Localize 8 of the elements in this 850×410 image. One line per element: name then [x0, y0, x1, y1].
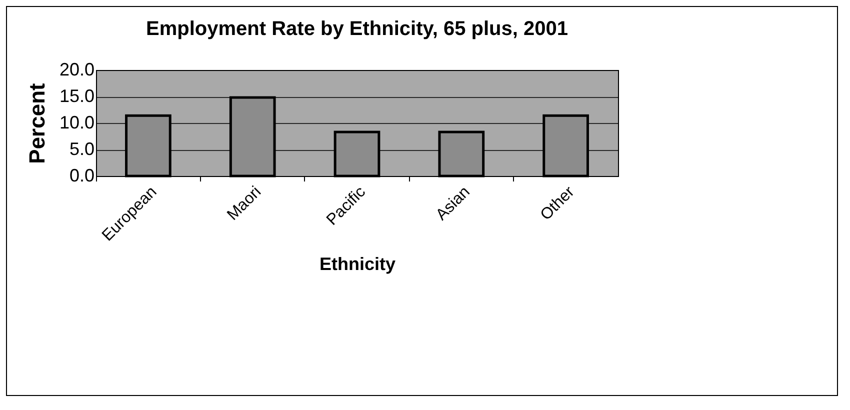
y-tick-label: 10.0 — [59, 112, 94, 132]
y-axis-title: Percent — [24, 82, 50, 164]
y-tick-label: 0.0 — [69, 166, 94, 186]
y-tick-label: 20.0 — [59, 60, 94, 80]
y-tick-label: 15.0 — [59, 86, 94, 106]
y-tick-label: 5.0 — [69, 139, 94, 159]
x-axis-title: Ethnicity — [319, 254, 396, 274]
chart-title: Employment Rate by Ethnicity, 65 plus, 2001 — [146, 18, 568, 40]
